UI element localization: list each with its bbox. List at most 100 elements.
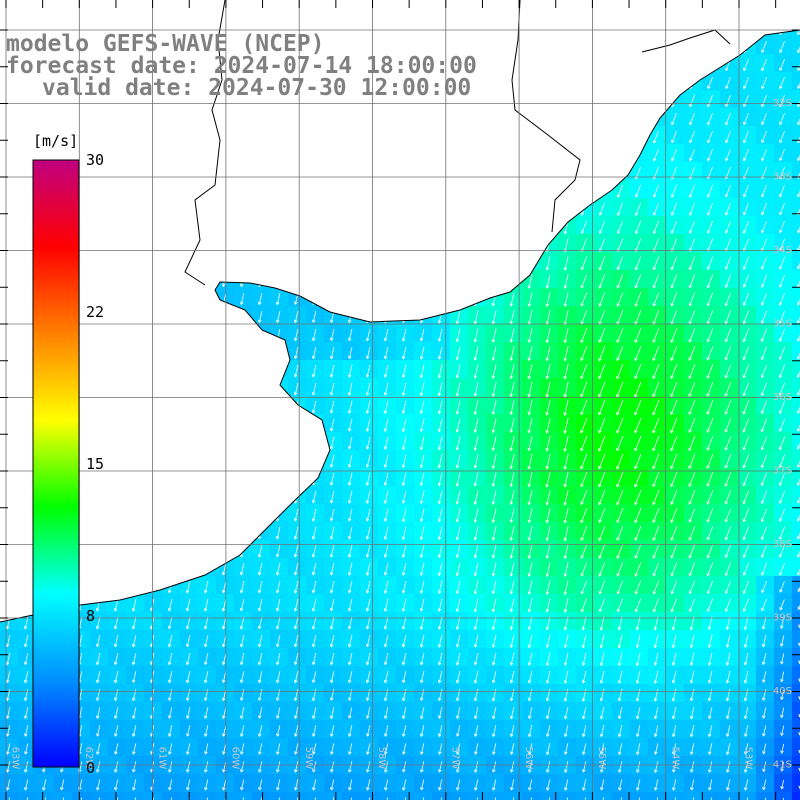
wind-cell [792, 216, 800, 234]
wind-cell [738, 792, 756, 800]
wind-cell [792, 198, 800, 216]
wind-cell [126, 792, 144, 800]
wind-cell [792, 468, 800, 486]
wind-cell [18, 792, 36, 800]
wind-cell [342, 792, 360, 800]
wind-cell [792, 648, 800, 666]
wind-cell [666, 792, 684, 800]
wind-arrow-head [725, 68, 729, 72]
wind-arrow [797, 28, 800, 35]
wind-cell [792, 378, 800, 396]
wind-arrow-head [779, 68, 783, 71]
wind-cell [792, 720, 800, 738]
wind-arrow [797, 46, 800, 53]
wind-cell [792, 396, 800, 414]
wind-cell [234, 792, 252, 800]
wind-cell [522, 792, 540, 800]
wind-cell [576, 792, 594, 800]
wind-cell [324, 792, 342, 800]
wind-cell [486, 792, 504, 800]
wind-cell [792, 288, 800, 306]
wind-cell [792, 612, 800, 630]
wind-cell [432, 792, 450, 800]
wind-arrow-head [743, 50, 747, 54]
wind-cell [792, 144, 800, 162]
wind-cell [792, 630, 800, 648]
wind-arrow [779, 41, 785, 53]
wind-cell [630, 792, 648, 800]
wind-cell [792, 180, 800, 198]
wind-arrow-head [761, 50, 765, 53]
wind-cell [0, 792, 18, 800]
wind-cell [648, 792, 666, 800]
wind-cell [396, 792, 414, 800]
wind-arrow [743, 58, 749, 71]
wind-cell [792, 126, 800, 144]
wind-cell [378, 792, 396, 800]
wind-cell [792, 540, 800, 558]
wind-cell [792, 252, 800, 270]
wind-cell [792, 360, 800, 378]
wind-cell [792, 414, 800, 432]
wind-cell [792, 234, 800, 252]
wind-cell [702, 792, 720, 800]
wind-cell [792, 72, 800, 90]
wind-cell [450, 792, 468, 800]
wind-cell [792, 306, 800, 324]
wind-cell [756, 792, 774, 800]
wind-arrow [761, 41, 767, 53]
wind-cell [198, 792, 216, 800]
wind-cell [36, 792, 54, 800]
wind-cell [270, 792, 288, 800]
wind-cell [792, 486, 800, 504]
wind-cell [792, 54, 800, 72]
wind-cell [540, 792, 558, 800]
wind-cell [288, 792, 306, 800]
wind-cell [108, 792, 126, 800]
wind-arrow [797, 64, 800, 71]
wind-cell [792, 774, 800, 792]
wind-cell [792, 90, 800, 108]
wind-cell [792, 792, 800, 800]
wind-cell [792, 270, 800, 288]
wind-cell [792, 594, 800, 612]
wind-cell [558, 792, 576, 800]
wind-cell [468, 792, 486, 800]
wind-cell [792, 162, 800, 180]
wind-arrow-head [743, 68, 747, 72]
wind-cell [792, 324, 800, 342]
wind-cell [792, 702, 800, 720]
wind-cell [774, 792, 792, 800]
wind-cell [594, 792, 612, 800]
wind-cell [612, 792, 630, 800]
wind-cell [792, 504, 800, 522]
wind-cell [54, 792, 72, 800]
wind-cell [90, 792, 108, 800]
wind-cell [792, 558, 800, 576]
wind-cell [792, 522, 800, 540]
wind-cell [414, 792, 432, 800]
wind-cell [306, 792, 324, 800]
wind-cell [504, 792, 522, 800]
wind-arrow [761, 58, 767, 71]
wind-cell [216, 792, 234, 800]
wind-arrow [779, 59, 785, 71]
wind-cell [360, 792, 378, 800]
wind-cell [252, 792, 270, 800]
wind-cell [720, 792, 738, 800]
wind-cell [792, 36, 800, 54]
wind-arrow-head [779, 32, 783, 36]
wind-cell [792, 666, 800, 684]
wind-cell [792, 738, 800, 756]
wind-cell [792, 684, 800, 702]
wind-arrow-head [761, 68, 765, 72]
wind-cell [792, 576, 800, 594]
wind-cell [792, 108, 800, 126]
wind-cell [72, 792, 90, 800]
wind-arrow-head [779, 50, 783, 53]
wind-cell [792, 450, 800, 468]
wind-cell [162, 792, 180, 800]
wind-cell [792, 342, 800, 360]
